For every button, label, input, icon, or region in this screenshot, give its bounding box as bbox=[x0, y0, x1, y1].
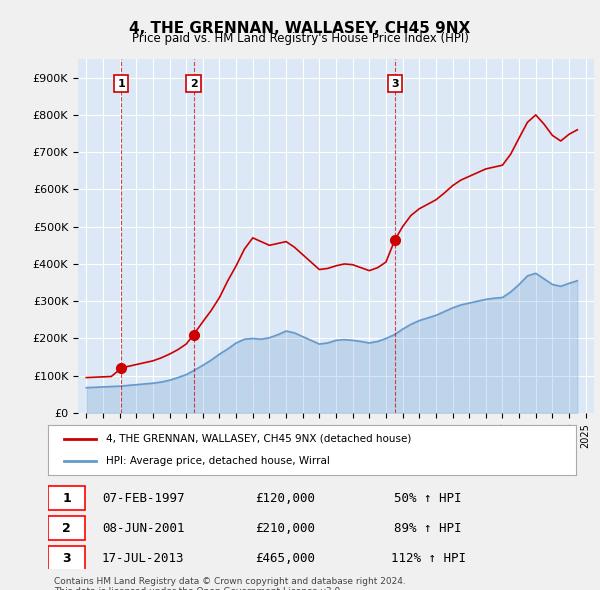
Text: 112% ↑ HPI: 112% ↑ HPI bbox=[391, 552, 466, 565]
Text: 1: 1 bbox=[62, 491, 71, 504]
Text: £465,000: £465,000 bbox=[256, 552, 316, 565]
FancyBboxPatch shape bbox=[48, 546, 85, 571]
Text: Price paid vs. HM Land Registry's House Price Index (HPI): Price paid vs. HM Land Registry's House … bbox=[131, 32, 469, 45]
Text: 1: 1 bbox=[118, 79, 125, 88]
Text: 4, THE GRENNAN, WALLASEY, CH45 9NX (detached house): 4, THE GRENNAN, WALLASEY, CH45 9NX (deta… bbox=[106, 434, 412, 444]
Text: Contains HM Land Registry data © Crown copyright and database right 2024.
This d: Contains HM Land Registry data © Crown c… bbox=[54, 577, 406, 590]
Text: 3: 3 bbox=[391, 79, 399, 88]
Text: 2: 2 bbox=[62, 522, 71, 535]
Text: 2: 2 bbox=[190, 79, 197, 88]
Text: 50% ↑ HPI: 50% ↑ HPI bbox=[394, 491, 462, 504]
FancyBboxPatch shape bbox=[48, 516, 85, 540]
Text: 89% ↑ HPI: 89% ↑ HPI bbox=[394, 522, 462, 535]
Text: 08-JUN-2001: 08-JUN-2001 bbox=[102, 522, 184, 535]
FancyBboxPatch shape bbox=[48, 486, 85, 510]
Text: 4, THE GRENNAN, WALLASEY, CH45 9NX: 4, THE GRENNAN, WALLASEY, CH45 9NX bbox=[130, 21, 470, 35]
Text: £210,000: £210,000 bbox=[256, 522, 316, 535]
Text: 17-JUL-2013: 17-JUL-2013 bbox=[102, 552, 184, 565]
Text: £120,000: £120,000 bbox=[256, 491, 316, 504]
Text: HPI: Average price, detached house, Wirral: HPI: Average price, detached house, Wirr… bbox=[106, 456, 330, 466]
Text: 07-FEB-1997: 07-FEB-1997 bbox=[102, 491, 184, 504]
Text: 3: 3 bbox=[62, 552, 71, 565]
